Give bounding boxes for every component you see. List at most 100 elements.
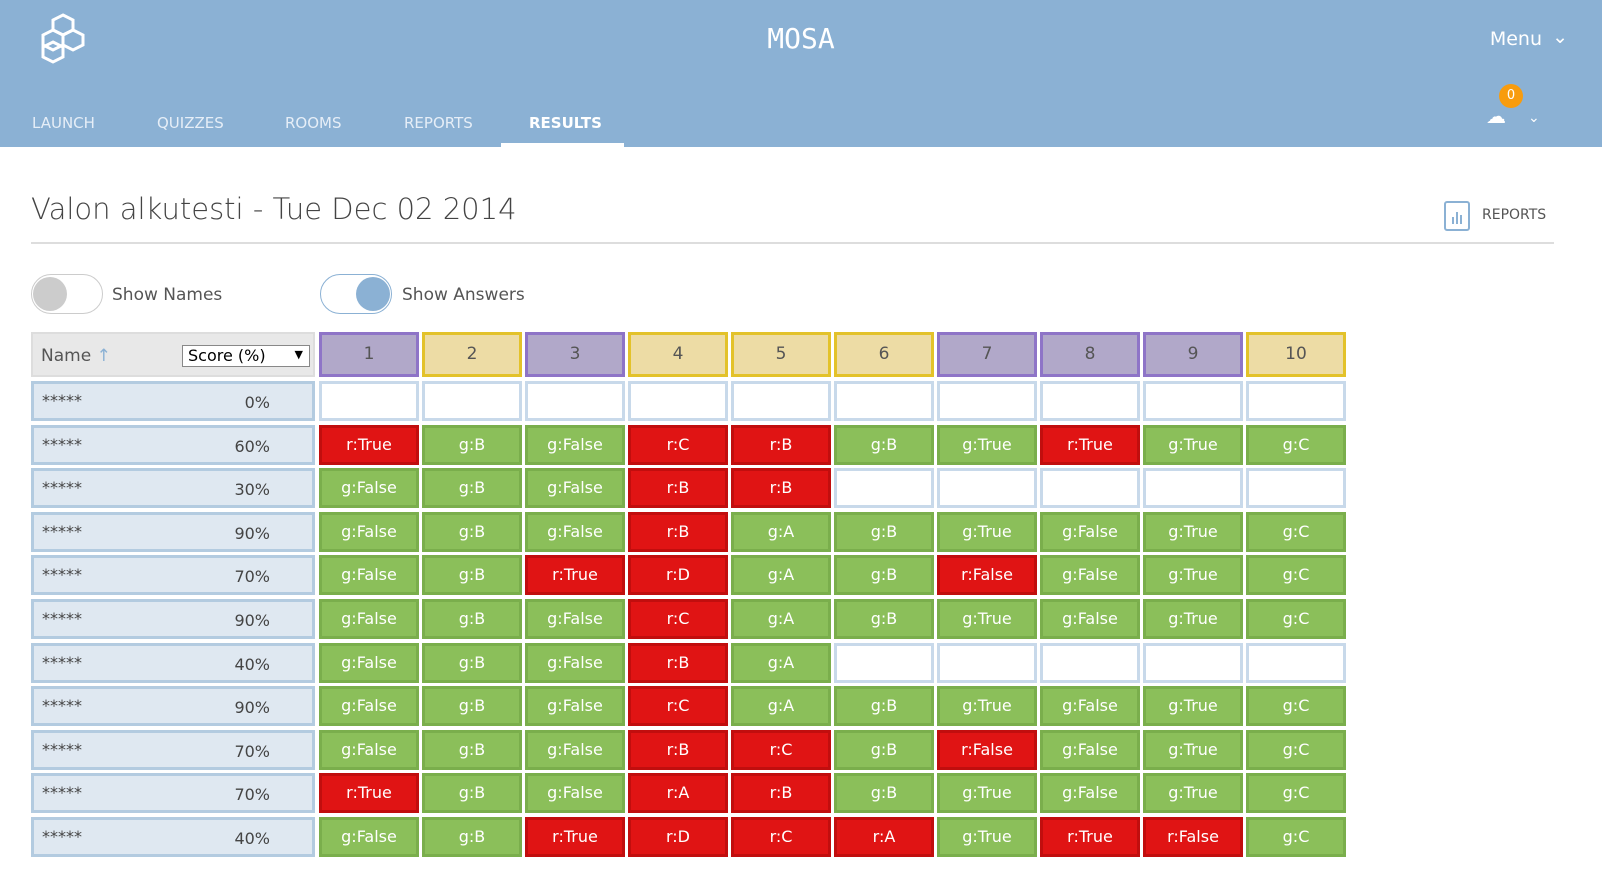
answer-cell-correct[interactable]: g:A xyxy=(731,599,831,639)
answer-cell-empty[interactable] xyxy=(937,468,1037,509)
answer-cell-correct[interactable]: g:C xyxy=(1246,424,1346,465)
answer-cell-empty[interactable] xyxy=(1040,381,1140,421)
answer-cell-wrong[interactable]: r:B xyxy=(628,729,728,770)
answer-cell-correct[interactable]: g:B xyxy=(422,686,522,727)
answer-cell-empty[interactable] xyxy=(937,642,1037,683)
answer-cell-wrong[interactable]: r:B xyxy=(731,424,831,465)
answer-cell-empty[interactable] xyxy=(834,381,934,421)
student-row[interactable]: ***** 90% xyxy=(31,599,315,639)
answer-cell-correct[interactable]: g:B xyxy=(834,686,934,727)
answer-cell-correct[interactable]: g:B xyxy=(422,642,522,683)
answer-cell-correct[interactable]: g:B xyxy=(834,773,934,814)
answer-cell-empty[interactable] xyxy=(1246,642,1346,683)
answer-cell-wrong[interactable]: r:B xyxy=(731,773,831,814)
answer-cell-correct[interactable]: g:B xyxy=(834,511,934,552)
show-names-toggle[interactable] xyxy=(31,274,103,314)
question-header-8[interactable]: 8 xyxy=(1040,332,1140,377)
answer-cell-correct[interactable]: g:C xyxy=(1246,686,1346,727)
nav-rooms[interactable]: ROOMS xyxy=(285,114,342,132)
question-header-2[interactable]: 2 xyxy=(422,332,522,377)
answer-cell-correct[interactable]: g:False xyxy=(525,686,625,727)
answer-cell-wrong[interactable]: r:True xyxy=(525,555,625,596)
answer-cell-correct[interactable]: g:False xyxy=(319,642,419,683)
show-answers-toggle[interactable] xyxy=(320,274,392,314)
nav-reports[interactable]: REPORTS xyxy=(404,114,473,132)
answer-cell-wrong[interactable]: r:C xyxy=(628,686,728,727)
student-row[interactable]: ***** 30% xyxy=(31,468,315,509)
answer-cell-correct[interactable]: g:C xyxy=(1246,511,1346,552)
answer-cell-correct[interactable]: g:True xyxy=(937,817,1037,857)
answer-cell-correct[interactable]: g:C xyxy=(1246,817,1346,857)
answer-cell-correct[interactable]: g:B xyxy=(834,729,934,770)
answer-cell-correct[interactable]: g:A xyxy=(731,511,831,552)
answer-cell-correct[interactable]: g:B xyxy=(422,468,522,509)
answer-cell-correct[interactable]: g:B xyxy=(834,555,934,596)
answer-cell-wrong[interactable]: r:False xyxy=(937,555,1037,596)
answer-cell-empty[interactable] xyxy=(937,381,1037,421)
nav-launch[interactable]: LAUNCH xyxy=(32,114,95,132)
answer-cell-wrong[interactable]: r:True xyxy=(319,424,419,465)
answer-cell-empty[interactable] xyxy=(422,381,522,421)
answer-cell-correct[interactable]: g:B xyxy=(422,511,522,552)
answer-cell-correct[interactable]: g:B xyxy=(834,424,934,465)
answer-cell-wrong[interactable]: r:C xyxy=(731,817,831,857)
menu-button[interactable]: Menu ⌄ xyxy=(1490,26,1568,50)
answer-cell-empty[interactable] xyxy=(525,381,625,421)
answer-cell-empty[interactable] xyxy=(1143,642,1243,683)
answer-cell-correct[interactable]: g:C xyxy=(1246,599,1346,639)
answer-cell-correct[interactable]: g:False xyxy=(1040,773,1140,814)
answer-cell-correct[interactable]: g:True xyxy=(1143,599,1243,639)
answer-cell-empty[interactable] xyxy=(731,381,831,421)
answer-cell-wrong[interactable]: r:B xyxy=(628,511,728,552)
answer-cell-correct[interactable]: g:B xyxy=(422,817,522,857)
logo-icon[interactable] xyxy=(40,12,86,64)
answer-cell-correct[interactable]: g:False xyxy=(525,642,625,683)
answer-cell-correct[interactable]: g:A xyxy=(731,642,831,683)
answer-cell-correct[interactable]: g:B xyxy=(834,599,934,639)
answer-cell-correct[interactable]: g:True xyxy=(1143,555,1243,596)
student-row[interactable]: ***** 60% xyxy=(31,424,315,465)
student-row[interactable]: ***** 70% xyxy=(31,555,315,596)
answer-cell-correct[interactable]: g:False xyxy=(1040,599,1140,639)
answer-cell-correct[interactable]: g:False xyxy=(525,599,625,639)
answer-cell-correct[interactable]: g:False xyxy=(319,555,419,596)
answer-cell-wrong[interactable]: r:A xyxy=(834,817,934,857)
answer-cell-correct[interactable]: g:True xyxy=(937,599,1037,639)
answer-cell-wrong[interactable]: r:False xyxy=(1143,817,1243,857)
answer-cell-empty[interactable] xyxy=(628,381,728,421)
answer-cell-correct[interactable]: g:C xyxy=(1246,773,1346,814)
answer-cell-empty[interactable] xyxy=(319,381,419,421)
answer-cell-correct[interactable]: g:False xyxy=(319,599,419,639)
student-row[interactable]: ***** 90% xyxy=(31,511,315,552)
answer-cell-correct[interactable]: g:False xyxy=(525,773,625,814)
answer-cell-empty[interactable] xyxy=(1246,468,1346,509)
answer-cell-wrong[interactable]: r:True xyxy=(525,817,625,857)
answer-cell-correct[interactable]: g:B xyxy=(422,424,522,465)
answer-cell-correct[interactable]: g:B xyxy=(422,729,522,770)
answer-cell-correct[interactable]: g:True xyxy=(1143,686,1243,727)
answer-cell-correct[interactable]: g:False xyxy=(525,729,625,770)
answer-cell-correct[interactable]: g:True xyxy=(1143,511,1243,552)
question-header-7[interactable]: 7 xyxy=(937,332,1037,377)
answer-cell-correct[interactable]: g:False xyxy=(319,511,419,552)
student-row[interactable]: ***** 70% xyxy=(31,729,315,770)
answer-cell-correct[interactable]: g:True xyxy=(937,773,1037,814)
answer-cell-empty[interactable] xyxy=(1143,381,1243,421)
answer-cell-correct[interactable]: g:C xyxy=(1246,729,1346,770)
answer-cell-correct[interactable]: g:B xyxy=(422,599,522,639)
student-row[interactable]: ***** 70% xyxy=(31,773,315,814)
answer-cell-empty[interactable] xyxy=(1246,381,1346,421)
chevron-down-icon[interactable]: ⌄ xyxy=(1528,110,1540,126)
student-row[interactable]: ***** 40% xyxy=(31,817,315,857)
answer-cell-wrong[interactable]: r:True xyxy=(1040,817,1140,857)
answer-cell-correct[interactable]: g:False xyxy=(319,729,419,770)
answer-cell-correct[interactable]: g:False xyxy=(1040,511,1140,552)
answer-cell-correct[interactable]: g:False xyxy=(1040,686,1140,727)
nav-quizzes[interactable]: QUIZZES xyxy=(157,114,224,132)
answer-cell-correct[interactable]: g:False xyxy=(525,424,625,465)
answer-cell-correct[interactable]: g:A xyxy=(731,555,831,596)
answer-cell-wrong[interactable]: r:D xyxy=(628,817,728,857)
question-header-3[interactable]: 3 xyxy=(525,332,625,377)
answer-cell-wrong[interactable]: r:B xyxy=(628,642,728,683)
student-row[interactable]: ***** 40% xyxy=(31,642,315,683)
